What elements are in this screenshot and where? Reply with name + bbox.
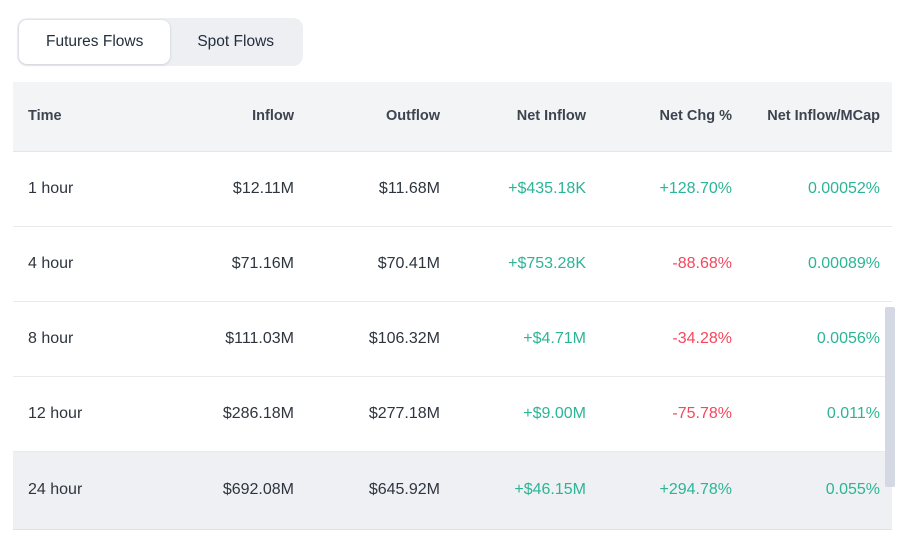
cell-net-inflow-mcap: 0.00089%: [732, 226, 892, 302]
table-header-row: Time Inflow Outflow Net Inflow Net Chg %…: [13, 82, 892, 152]
column-header-time: Time: [13, 82, 148, 152]
cell-net-inflow-mcap: 0.00052%: [732, 151, 892, 227]
table-row: 12 hour $286.18M $277.18M +$9.00M -75.78…: [13, 376, 892, 452]
table-row: 24 hour $692.08M $645.92M +$46.15M +294.…: [13, 451, 892, 530]
cell-outflow: $106.32M: [294, 301, 440, 377]
column-header-net-chg: Net Chg %: [586, 82, 732, 152]
cell-outflow: $277.18M: [294, 376, 440, 452]
cell-time: 24 hour: [13, 451, 148, 530]
cell-time: 12 hour: [13, 376, 148, 452]
column-header-inflow: Inflow: [148, 82, 294, 152]
cell-net-inflow-mcap: 0.055%: [732, 451, 892, 530]
cell-net-chg: -88.68%: [586, 226, 732, 302]
cell-outflow: $70.41M: [294, 226, 440, 302]
cell-net-chg: -34.28%: [586, 301, 732, 377]
cell-inflow: $286.18M: [148, 376, 294, 452]
cell-inflow: $692.08M: [148, 451, 294, 530]
cell-net-chg: -75.78%: [586, 376, 732, 452]
cell-inflow: $71.16M: [148, 226, 294, 302]
cell-time: 8 hour: [13, 301, 148, 377]
cell-net-inflow: +$753.28K: [440, 226, 586, 302]
column-header-net-inflow: Net Inflow: [440, 82, 586, 152]
table-row: 1 hour $12.11M $11.68M +$435.18K +128.70…: [13, 151, 892, 227]
cell-net-inflow: +$4.71M: [440, 301, 586, 377]
flows-table: Time Inflow Outflow Net Inflow Net Chg %…: [13, 82, 892, 530]
column-header-outflow: Outflow: [294, 82, 440, 152]
cell-time: 4 hour: [13, 226, 148, 302]
table-row: 8 hour $111.03M $106.32M +$4.71M -34.28%…: [13, 301, 892, 377]
tab-futures-flows[interactable]: Futures Flows: [19, 20, 171, 64]
cell-net-chg: +128.70%: [586, 151, 732, 227]
cell-outflow: $11.68M: [294, 151, 440, 227]
cell-net-inflow-mcap: 0.011%: [732, 376, 892, 452]
cell-inflow: $111.03M: [148, 301, 294, 377]
vertical-scrollbar-thumb[interactable]: [885, 307, 895, 487]
cell-outflow: $645.92M: [294, 451, 440, 530]
cell-net-inflow: +$46.15M: [440, 451, 586, 530]
flows-table-container: Time Inflow Outflow Net Inflow Net Chg %…: [13, 82, 895, 530]
column-header-net-inflow-mcap: Net Inflow/MCap: [732, 82, 892, 152]
flows-tab-group: Futures Flows Spot Flows: [17, 18, 304, 66]
cell-net-inflow: +$9.00M: [440, 376, 586, 452]
cell-time: 1 hour: [13, 151, 148, 227]
cell-inflow: $12.11M: [148, 151, 294, 227]
table-row: 4 hour $71.16M $70.41M +$753.28K -88.68%…: [13, 226, 892, 302]
tab-spot-flows[interactable]: Spot Flows: [197, 33, 275, 50]
cell-net-chg: +294.78%: [586, 451, 732, 530]
cell-net-inflow: +$435.18K: [440, 151, 586, 227]
cell-net-inflow-mcap: 0.0056%: [732, 301, 892, 377]
